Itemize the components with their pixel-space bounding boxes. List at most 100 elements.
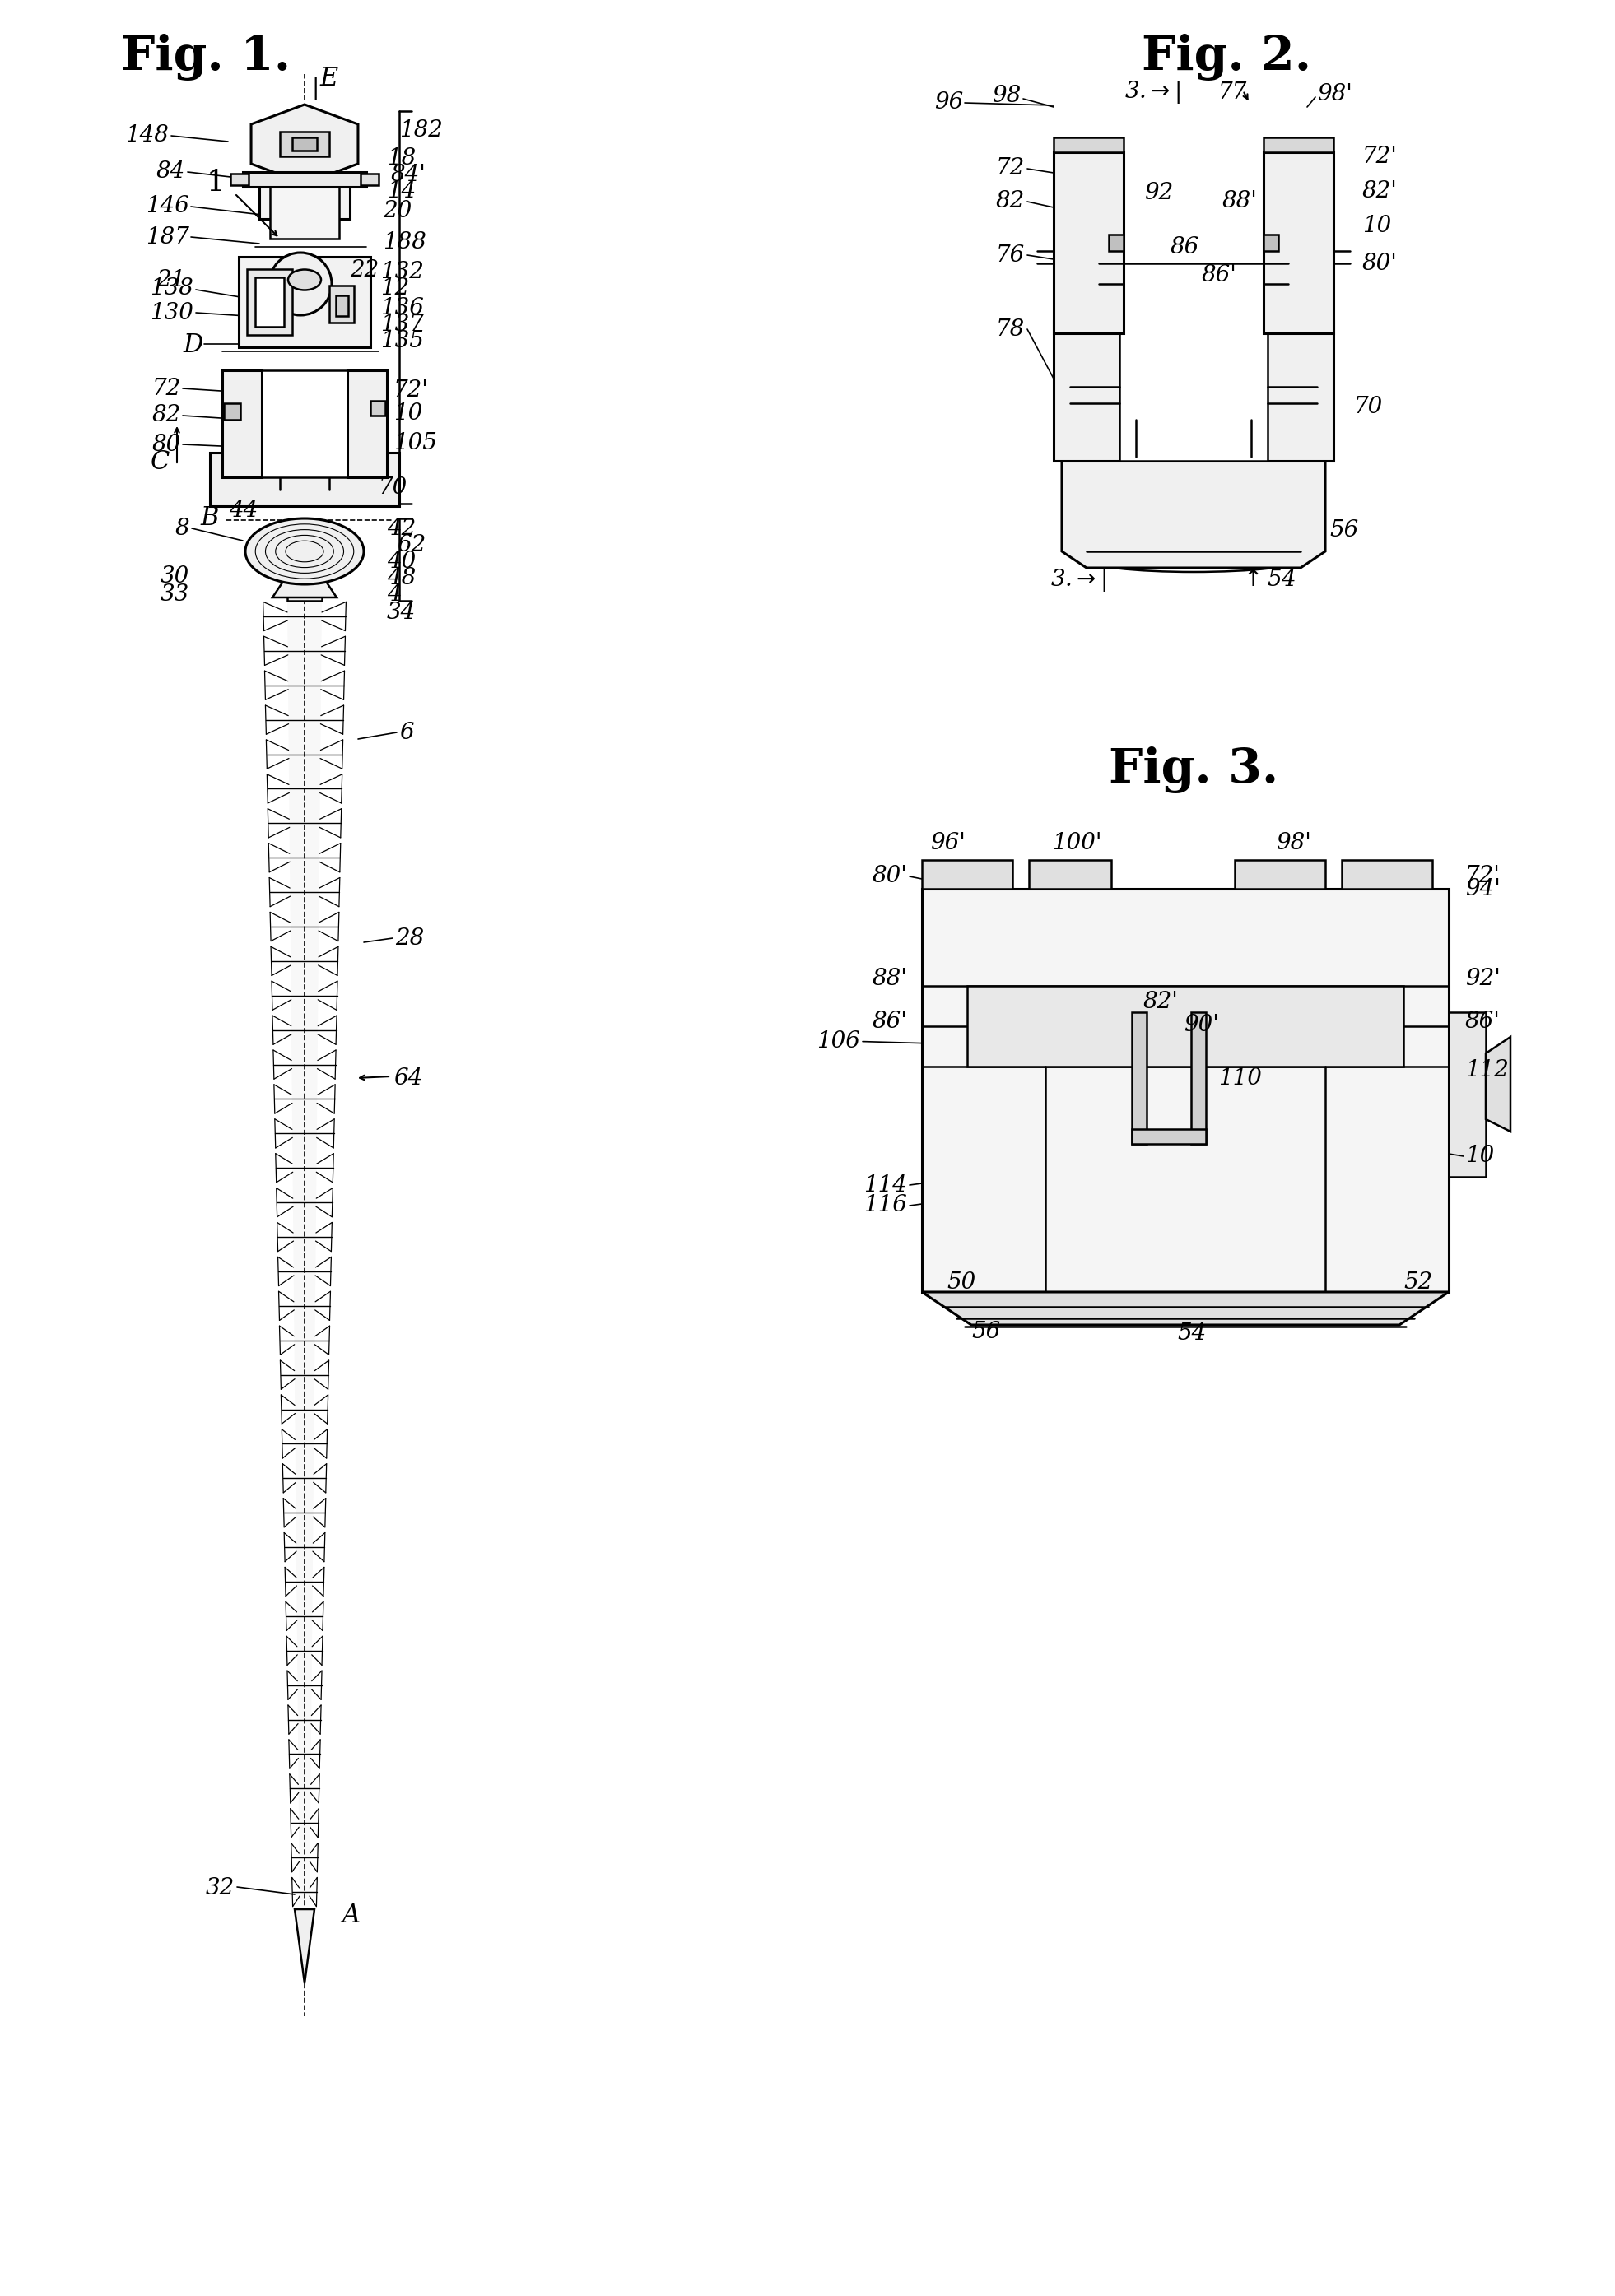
Text: 106: 106 — [817, 1031, 861, 1052]
Text: 136: 136 — [380, 298, 423, 319]
Text: 72': 72' — [394, 379, 428, 402]
Text: 4: 4 — [388, 583, 402, 606]
Ellipse shape — [287, 269, 321, 289]
Text: 6: 6 — [399, 721, 413, 744]
Text: Fig. 1.: Fig. 1. — [121, 34, 291, 80]
Text: 94': 94' — [1465, 877, 1500, 900]
Text: 56: 56 — [1329, 519, 1358, 542]
Text: 86': 86' — [1465, 1010, 1500, 1033]
Text: 42: 42 — [388, 517, 417, 540]
Bar — [223, 370, 262, 478]
Text: 34: 34 — [388, 602, 417, 625]
Bar — [1235, 861, 1326, 889]
Text: 12: 12 — [380, 278, 409, 298]
Bar — [224, 404, 241, 420]
Text: A: A — [342, 1903, 360, 1929]
Polygon shape — [273, 576, 336, 597]
Text: 56: 56 — [971, 1320, 1000, 1343]
Bar — [1053, 321, 1334, 461]
Text: 10: 10 — [1465, 1146, 1494, 1166]
Polygon shape — [1486, 1038, 1510, 1132]
Bar — [967, 985, 1403, 1065]
Text: 8: 8 — [174, 517, 189, 540]
Text: 21: 21 — [157, 269, 186, 292]
Bar — [1263, 234, 1279, 250]
Text: 116: 116 — [864, 1194, 908, 1217]
Text: B: B — [200, 505, 220, 530]
Bar — [347, 370, 388, 478]
Text: 40: 40 — [388, 551, 417, 572]
Text: 3.$\rightarrow$|: 3.$\rightarrow$| — [1124, 78, 1181, 106]
Bar — [255, 278, 284, 326]
Text: 98': 98' — [1316, 83, 1352, 106]
Text: 82': 82' — [1363, 179, 1397, 202]
Text: 64: 64 — [394, 1068, 423, 1088]
Text: 10: 10 — [394, 402, 423, 425]
Text: 82: 82 — [152, 404, 181, 427]
Text: 72': 72' — [1363, 145, 1397, 168]
Text: 30: 30 — [160, 565, 189, 588]
Bar — [329, 285, 354, 324]
Ellipse shape — [245, 519, 363, 583]
Bar — [231, 174, 249, 186]
Text: 132: 132 — [380, 259, 423, 282]
Bar — [270, 186, 339, 239]
Text: 88': 88' — [872, 969, 908, 990]
Text: 70: 70 — [378, 475, 407, 498]
Polygon shape — [1061, 461, 1326, 567]
Text: D: D — [184, 333, 203, 358]
Text: 84: 84 — [157, 161, 186, 184]
Text: 80: 80 — [152, 434, 181, 455]
Text: $\uparrow$54: $\uparrow$54 — [1239, 569, 1295, 592]
Bar — [360, 174, 378, 186]
Bar — [1119, 264, 1268, 461]
Text: 138: 138 — [150, 278, 194, 298]
Bar — [1263, 138, 1334, 152]
Text: 135: 135 — [380, 331, 423, 354]
Text: 90': 90' — [1184, 1015, 1219, 1035]
Text: 1: 1 — [207, 168, 224, 197]
Bar — [1132, 1130, 1206, 1143]
Text: 146: 146 — [145, 195, 189, 218]
Text: 33: 33 — [160, 583, 189, 606]
Bar — [239, 257, 370, 347]
Bar — [922, 861, 1013, 889]
Bar — [247, 269, 292, 335]
Text: 130: 130 — [150, 301, 194, 324]
Text: 92': 92' — [1465, 969, 1500, 990]
Text: 187: 187 — [145, 225, 189, 248]
Text: 105: 105 — [394, 432, 438, 455]
Bar — [1029, 861, 1111, 889]
Text: 114: 114 — [864, 1173, 908, 1196]
Text: 188: 188 — [383, 232, 426, 255]
Bar — [1192, 1013, 1206, 1143]
Polygon shape — [250, 106, 359, 184]
Text: 96: 96 — [933, 92, 963, 115]
Text: 72': 72' — [1465, 866, 1500, 889]
Text: 76: 76 — [996, 243, 1026, 266]
Text: 86: 86 — [1171, 236, 1200, 257]
Text: 82: 82 — [996, 191, 1026, 214]
Text: 28: 28 — [396, 928, 425, 948]
Text: 148: 148 — [126, 124, 168, 147]
Text: 20: 20 — [383, 200, 412, 223]
Text: 52: 52 — [1403, 1272, 1433, 1293]
Text: 182: 182 — [399, 119, 443, 140]
Text: |: | — [312, 78, 318, 101]
Text: 77: 77 — [1218, 80, 1247, 103]
Text: E: E — [320, 64, 338, 92]
Text: 18: 18 — [388, 147, 417, 170]
Text: 70: 70 — [1353, 397, 1382, 418]
Text: 98': 98' — [1276, 833, 1311, 854]
Text: 50: 50 — [946, 1272, 975, 1293]
Bar — [210, 452, 399, 505]
Text: 86': 86' — [872, 1010, 908, 1033]
Bar — [370, 402, 386, 416]
Text: 84': 84' — [391, 165, 426, 186]
Bar — [1342, 861, 1433, 889]
Bar — [279, 131, 329, 156]
Text: 86': 86' — [1202, 264, 1237, 287]
Text: Fig. 2.: Fig. 2. — [1142, 34, 1311, 80]
Text: 72: 72 — [996, 158, 1026, 179]
Text: C: C — [150, 450, 170, 475]
